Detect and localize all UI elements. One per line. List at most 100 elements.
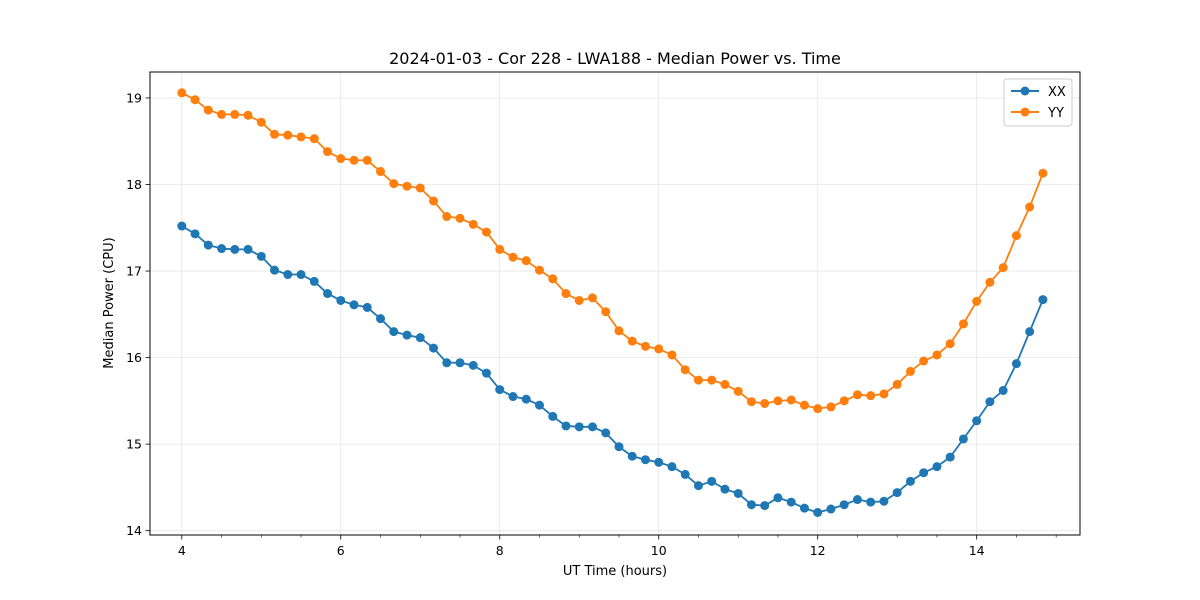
y-axis-label: Median Power (CPU) <box>102 237 117 368</box>
data-point-xx <box>746 500 756 510</box>
legend-marker-yy <box>1020 107 1030 117</box>
data-point-yy <box>256 117 266 127</box>
data-point-xx <box>177 221 187 231</box>
data-point-xx <box>1011 359 1021 369</box>
data-point-xx <box>495 385 505 395</box>
data-point-yy <box>839 396 849 406</box>
data-point-yy <box>958 319 968 329</box>
data-point-xx <box>839 500 849 510</box>
data-point-xx <box>203 240 213 250</box>
data-point-xx <box>349 300 359 310</box>
data-point-xx <box>243 244 253 254</box>
y-tick-label: 19 <box>126 90 142 105</box>
data-point-yy <box>495 244 505 254</box>
data-point-yy <box>177 88 187 98</box>
y-tick-label: 14 <box>126 523 142 538</box>
legend-label-yy: YY <box>1047 106 1064 121</box>
data-point-yy <box>521 256 531 266</box>
y-tick-label: 15 <box>126 437 142 452</box>
data-point-xx <box>468 360 478 370</box>
tick-layer: 4 6 8 10 12 14 14 15 16 17 18 19 <box>126 90 1057 558</box>
data-point-xx <box>945 452 955 462</box>
x-tick-label: 8 <box>496 543 504 558</box>
data-point-xx <box>429 343 439 353</box>
data-point-yy <box>362 155 372 165</box>
data-point-xx <box>720 484 730 494</box>
data-point-yy <box>548 274 558 284</box>
data-point-xx <box>323 289 333 299</box>
data-point-yy <box>442 212 452 222</box>
data-point-yy <box>707 375 717 385</box>
legend-label-xx: XX <box>1048 85 1066 100</box>
data-point-xx <box>879 496 889 506</box>
data-point-yy <box>654 344 664 354</box>
data-point-xx <box>587 422 597 432</box>
data-point-xx <box>640 455 650 465</box>
data-point-yy <box>693 375 703 385</box>
grid-layer <box>150 72 1080 535</box>
data-point-yy <box>217 109 227 119</box>
data-point-xx <box>270 265 280 275</box>
data-point-yy <box>614 326 624 336</box>
data-point-yy <box>601 307 611 317</box>
data-point-yy <box>667 350 677 360</box>
data-point-xx <box>256 251 266 261</box>
data-point-xx <box>309 276 319 286</box>
data-point-yy <box>389 179 399 189</box>
data-point-yy <box>270 129 280 139</box>
data-point-yy <box>879 389 889 399</box>
data-point-xx <box>283 270 293 280</box>
data-point-yy <box>429 196 439 206</box>
data-point-yy <box>866 391 876 401</box>
data-point-yy <box>985 277 995 287</box>
x-axis-label: UT Time (hours) <box>563 564 667 579</box>
data-point-xx <box>442 358 452 368</box>
data-point-yy <box>786 395 796 405</box>
data-point-yy <box>574 295 584 305</box>
data-point-xx <box>866 497 876 507</box>
data-point-yy <box>402 181 412 191</box>
data-point-xx <box>667 462 677 472</box>
data-point-xx <box>230 244 240 254</box>
data-point-yy <box>243 110 253 120</box>
data-point-xx <box>296 270 306 280</box>
data-point-yy <box>415 183 425 193</box>
data-point-yy <box>905 366 915 376</box>
data-point-yy <box>336 154 346 164</box>
y-tick-label: 18 <box>126 177 142 192</box>
data-point-xx <box>614 442 624 452</box>
data-point-xx <box>601 428 611 438</box>
data-point-yy <box>376 167 386 177</box>
legend-marker-xx <box>1020 86 1030 96</box>
data-point-yy <box>945 339 955 349</box>
chart-title: 2024-01-03 - Cor 228 - LWA188 - Median P… <box>389 49 841 68</box>
data-point-yy <box>190 95 200 105</box>
data-point-xx <box>521 394 531 404</box>
data-point-xx <box>813 507 823 517</box>
data-point-yy <box>640 341 650 351</box>
data-point-yy <box>892 379 902 389</box>
data-point-yy <box>203 105 213 115</box>
data-point-xx <box>680 469 690 479</box>
data-point-yy <box>919 356 929 366</box>
data-point-xx <box>534 400 544 410</box>
data-point-yy <box>720 379 730 389</box>
data-point-xx <box>481 368 491 378</box>
data-point-yy <box>733 386 743 396</box>
data-point-xx <box>760 501 770 511</box>
legend: XX YY <box>1003 78 1073 127</box>
data-point-yy <box>349 155 359 165</box>
data-point-xx <box>455 358 465 368</box>
data-point-yy <box>230 109 240 119</box>
data-point-xx <box>707 476 717 486</box>
data-point-xx <box>799 503 809 513</box>
x-tick-label: 10 <box>651 543 667 558</box>
data-point-yy <box>323 147 333 157</box>
data-point-xx <box>919 468 929 478</box>
data-point-yy <box>468 219 478 229</box>
data-point-xx <box>733 488 743 498</box>
data-point-yy <box>799 400 809 410</box>
data-point-xx <box>389 327 399 337</box>
series-layer <box>177 88 1048 517</box>
data-point-xx <box>998 385 1008 395</box>
